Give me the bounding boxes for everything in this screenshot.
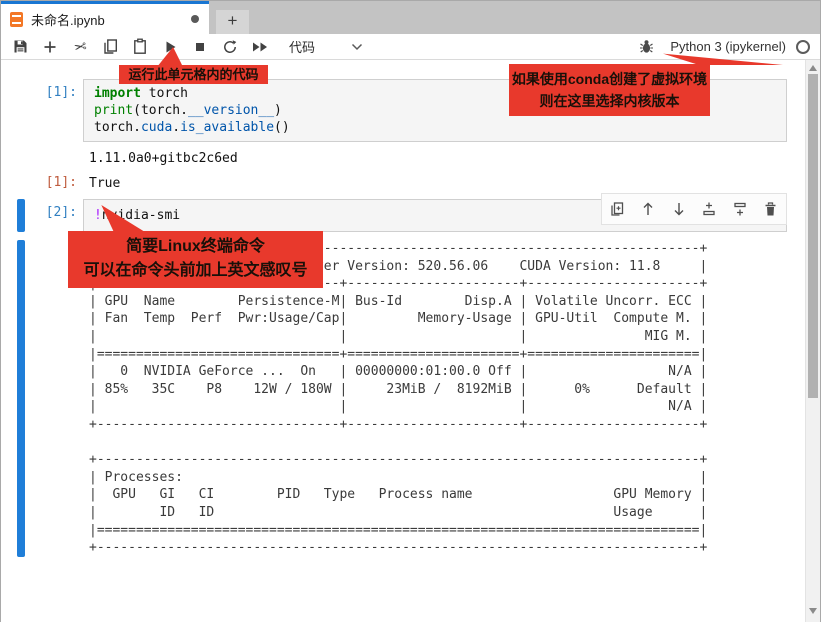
insert-above-icon	[703, 202, 715, 216]
vertical-scrollbar[interactable]	[805, 60, 820, 622]
scissors-icon: ✂	[72, 36, 88, 57]
notebook-area: [1]: import torch print(torch.__version__…	[1, 60, 820, 622]
kernel-status-icon[interactable]	[796, 39, 810, 54]
callout-bang-line2: 可以在命令头前加上英文感叹号	[83, 262, 308, 279]
callout-kernel-select: 如果使用conda创建了虚拟环境 则在这里选择内核版本	[509, 64, 710, 116]
stop-icon	[196, 42, 204, 51]
duplicate-cell-button[interactable]	[606, 198, 628, 220]
notebook-file-icon	[10, 11, 23, 27]
arrow-down-icon	[674, 203, 684, 216]
copy-cells-button[interactable]	[95, 35, 125, 59]
duplicate-icon	[611, 202, 624, 216]
cell1-input-collapser[interactable]	[17, 79, 25, 142]
insert-cell-above-button[interactable]	[698, 198, 720, 220]
cell-toolbar	[601, 193, 787, 225]
callout-kernel-line2: 则在这里选择内核版本	[539, 93, 680, 109]
notebook-toolbar: ✂	[1, 34, 820, 60]
bug-icon	[639, 40, 653, 53]
callout-bang-line1: 简要Linux终端命令	[126, 238, 265, 255]
fast-forward-icon	[253, 42, 267, 51]
insert-cell-below-button[interactable]	[729, 198, 751, 220]
cell1-stream-text: 1.11.0a0+gitbc2c6ed	[89, 151, 238, 166]
cell-type-value: 代码	[289, 40, 316, 55]
cell1-result-collapser[interactable]	[17, 175, 25, 192]
tab-bar: 未命名.ipynb +	[1, 1, 820, 34]
cell1-result-prompt: [1]:	[45, 175, 77, 190]
cell2-execution-count: [2]:	[45, 205, 77, 220]
callout-shell-command: 简要Linux终端命令 可以在命令头前加上英文感叹号	[68, 231, 323, 288]
cell1-result-text: True	[89, 176, 121, 191]
move-cell-up-button[interactable]	[637, 198, 659, 220]
chevron-down-icon	[351, 43, 363, 50]
insert-below-icon	[734, 202, 746, 216]
cell1-result-output: [1]: True	[1, 175, 820, 192]
restart-kernel-button[interactable]	[215, 35, 245, 59]
save-button[interactable]	[5, 35, 35, 59]
cell1-stream-prompt	[25, 150, 77, 167]
kernel-name[interactable]: Python 3 (ipykernel)	[670, 39, 786, 54]
nvidia-smi-output: +---------------------------------------…	[89, 241, 708, 556]
cell2-input-collapser[interactable]	[17, 199, 25, 232]
paste-cells-button[interactable]	[125, 35, 155, 59]
scrollbar-thumb[interactable]	[808, 74, 818, 398]
move-cell-down-button[interactable]	[668, 198, 690, 220]
new-tab-button[interactable]: +	[216, 10, 249, 34]
cell-type-dropdown[interactable]: 代码	[289, 37, 363, 56]
restart-icon	[224, 39, 237, 53]
floppy-icon	[14, 40, 26, 53]
restart-run-all-button[interactable]	[245, 35, 275, 59]
insert-cell-button[interactable]	[35, 35, 65, 59]
scrollbar-up-arrow-icon[interactable]	[809, 65, 817, 71]
tab-notebook[interactable]: 未命名.ipynb	[1, 1, 209, 34]
trash-icon	[765, 202, 776, 216]
copy-icon	[103, 39, 117, 54]
debugger-button[interactable]	[631, 35, 661, 59]
delete-cell-button[interactable]	[760, 198, 782, 220]
cell1-stream-output: 1.11.0a0+gitbc2c6ed	[1, 150, 820, 167]
scrollbar-down-arrow-icon[interactable]	[809, 608, 817, 614]
callout-run-cell: 运行此单元格内的代码	[119, 65, 268, 84]
arrow-up-icon	[643, 202, 653, 215]
cell2-output-collapser[interactable]	[17, 240, 25, 557]
callout-kernel-line1: 如果使用conda创建了虚拟环境	[511, 71, 708, 87]
cut-cells-button[interactable]: ✂	[65, 35, 95, 59]
tab-title: 未命名.ipynb	[31, 12, 105, 28]
interrupt-kernel-button[interactable]	[185, 35, 215, 59]
callout-run-text: 运行此单元格内的代码	[128, 67, 259, 82]
run-cell-button[interactable]	[155, 35, 185, 59]
unsaved-changes-dot	[191, 15, 199, 23]
cell2-output: +---------------------------------------…	[1, 240, 820, 557]
cell1-execution-count: [1]:	[45, 85, 77, 100]
cell1-output-collapser[interactable]	[17, 150, 25, 167]
play-icon	[166, 41, 176, 52]
plus-icon	[44, 41, 56, 52]
clipboard-icon	[134, 38, 146, 54]
